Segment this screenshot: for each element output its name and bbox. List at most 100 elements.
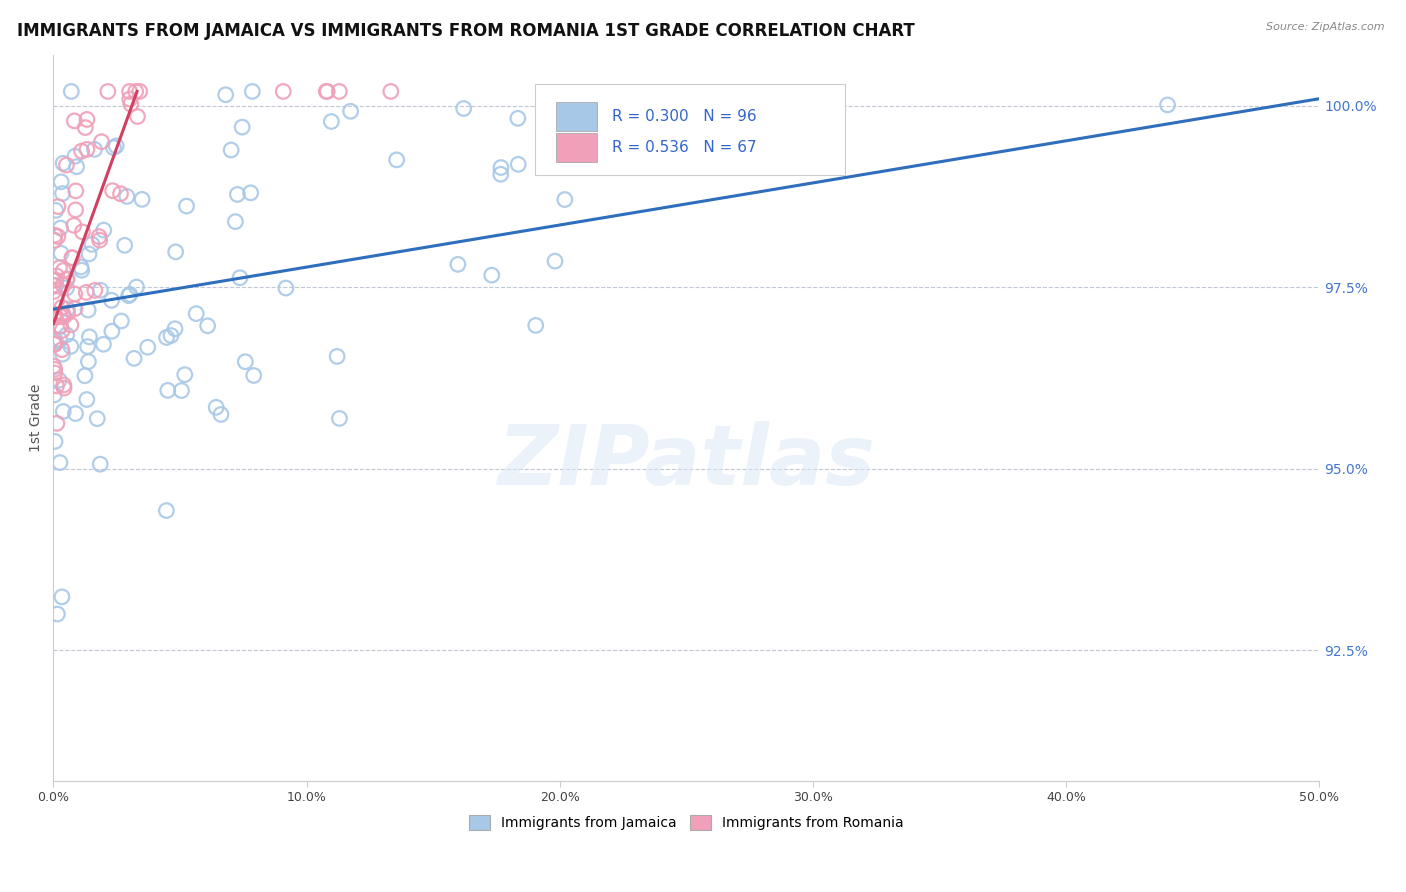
Point — [51, 590, 73, 604]
Point — [76, 392, 98, 407]
Text: R = 0.300   N = 96: R = 0.300 N = 96 — [612, 110, 756, 124]
Point — [56, 301, 79, 316]
Point — [115, 189, 138, 203]
Point — [51, 324, 73, 338]
Point — [45, 293, 67, 308]
Point — [233, 354, 256, 368]
Point — [44, 337, 66, 351]
Point — [118, 92, 141, 106]
Point — [105, 139, 128, 153]
Point — [60, 85, 83, 99]
Point — [42, 337, 65, 351]
Point — [89, 283, 111, 297]
Point — [56, 306, 79, 320]
Point — [508, 157, 530, 171]
Point — [240, 85, 263, 99]
Point — [100, 293, 122, 308]
Point — [89, 457, 111, 471]
Point — [170, 384, 193, 398]
Point — [118, 287, 141, 301]
Point — [453, 102, 475, 116]
Point — [49, 246, 72, 260]
Point — [75, 285, 97, 300]
Point — [52, 378, 75, 392]
Point — [87, 229, 110, 244]
Point — [90, 135, 112, 149]
Point — [176, 199, 198, 213]
Point — [46, 607, 69, 621]
Point — [52, 307, 75, 321]
Point — [44, 228, 66, 243]
Point — [93, 337, 115, 351]
Point — [76, 112, 98, 127]
Point — [45, 379, 67, 393]
Point — [52, 277, 75, 292]
Point — [122, 351, 145, 366]
Point — [186, 307, 208, 321]
Point — [156, 384, 179, 398]
Point — [231, 120, 253, 135]
Point — [60, 251, 83, 265]
Point — [44, 388, 66, 402]
Point — [209, 408, 232, 422]
Text: Source: ZipAtlas.com: Source: ZipAtlas.com — [1267, 22, 1385, 32]
Point — [44, 310, 66, 324]
Point — [103, 140, 125, 154]
Point — [316, 85, 339, 99]
Point — [49, 221, 72, 235]
Point — [489, 167, 512, 181]
Point — [93, 223, 115, 237]
Legend: Immigrants from Jamaica, Immigrants from Romania: Immigrants from Jamaica, Immigrants from… — [464, 810, 910, 836]
Point — [51, 175, 73, 189]
Point — [56, 272, 79, 286]
Point — [506, 112, 529, 126]
Point — [155, 503, 177, 517]
Point — [155, 330, 177, 344]
Point — [97, 85, 120, 99]
Text: IMMIGRANTS FROM JAMAICA VS IMMIGRANTS FROM ROMANIA 1ST GRADE CORRELATION CHART: IMMIGRANTS FROM JAMAICA VS IMMIGRANTS FR… — [17, 22, 915, 40]
Text: ZIPatlas: ZIPatlas — [498, 421, 876, 502]
Point — [489, 161, 512, 175]
Point — [136, 340, 159, 354]
Point — [117, 288, 139, 302]
Point — [205, 401, 228, 415]
Point — [271, 85, 294, 99]
Point — [274, 281, 297, 295]
Point — [83, 284, 105, 298]
Point — [65, 407, 87, 421]
Point — [44, 233, 66, 247]
Point — [160, 328, 183, 343]
Point — [55, 158, 77, 172]
Point — [65, 184, 87, 198]
Point — [44, 334, 66, 348]
Point — [128, 85, 150, 99]
Point — [51, 186, 73, 201]
Point — [173, 368, 195, 382]
Point — [326, 350, 349, 364]
Point — [53, 381, 76, 395]
Point — [49, 310, 72, 324]
Point — [79, 330, 101, 344]
Point — [45, 417, 67, 431]
Point — [481, 268, 503, 282]
Point — [42, 359, 65, 373]
Point — [70, 260, 93, 274]
Point — [118, 85, 141, 99]
Point — [77, 247, 100, 261]
Point — [524, 318, 547, 333]
Point — [51, 343, 73, 357]
Point — [49, 319, 72, 334]
Point — [224, 214, 246, 228]
Point — [52, 310, 75, 324]
Point — [114, 238, 136, 252]
Point — [65, 160, 87, 174]
Point — [44, 308, 66, 322]
Point — [215, 87, 238, 102]
Point — [101, 324, 124, 338]
Point — [339, 104, 361, 119]
Point — [110, 314, 132, 328]
Point — [76, 142, 98, 156]
Point — [51, 301, 73, 315]
Point — [554, 193, 576, 207]
Point — [86, 411, 108, 425]
